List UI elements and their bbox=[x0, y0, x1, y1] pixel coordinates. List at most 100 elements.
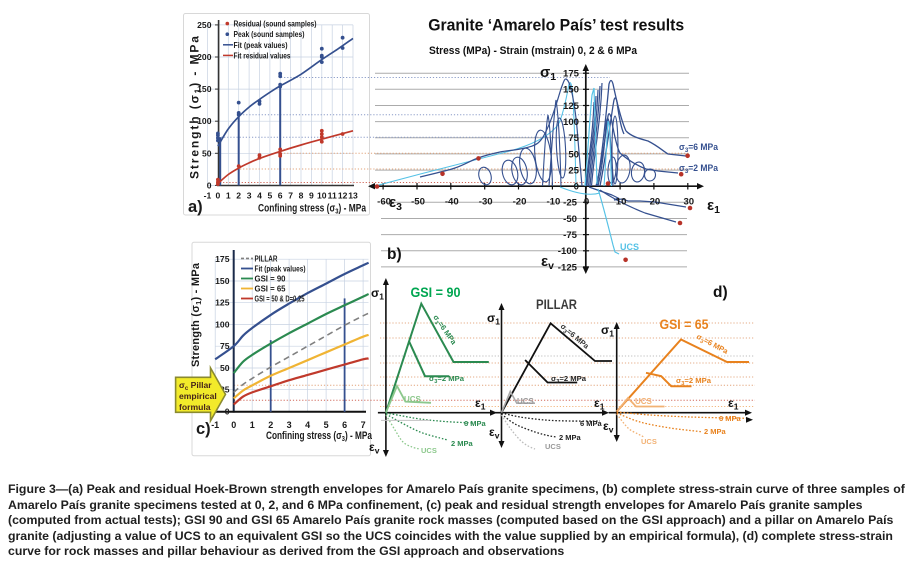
svg-text:200: 200 bbox=[197, 52, 212, 62]
svg-text:75: 75 bbox=[568, 133, 579, 144]
svg-text:Strength (σ1) - MPa: Strength (σ1) - MPa bbox=[190, 262, 203, 367]
svg-text:12: 12 bbox=[338, 191, 348, 201]
svg-text:0: 0 bbox=[225, 407, 230, 417]
svg-text:-10: -10 bbox=[546, 197, 560, 208]
svg-text:Confining stress (σ3) - MPa: Confining stress (σ3) - MPa bbox=[266, 430, 373, 443]
svg-text:σ3=6 MPa: σ3=6 MPa bbox=[430, 313, 459, 348]
svg-text:σ3=6 MPa: σ3=6 MPa bbox=[557, 322, 591, 353]
svg-text:εv: εv bbox=[541, 253, 554, 272]
svg-text:100: 100 bbox=[215, 320, 230, 330]
svg-text:2 MPa: 2 MPa bbox=[451, 439, 474, 448]
svg-text:UCS: UCS bbox=[421, 446, 437, 455]
svg-text:6 MPa: 6 MPa bbox=[719, 414, 742, 423]
svg-text:PILLAR: PILLAR bbox=[536, 297, 577, 312]
svg-text:Fit residual values: Fit residual values bbox=[234, 50, 291, 60]
svg-text:-25: -25 bbox=[563, 198, 578, 209]
svg-text:2 MPa: 2 MPa bbox=[559, 433, 582, 442]
svg-text:-75: -75 bbox=[563, 230, 578, 241]
svg-text:Strength (σ1) - MPa: Strength (σ1) - MPa bbox=[188, 36, 203, 179]
svg-text:0: 0 bbox=[216, 191, 221, 201]
svg-text:150: 150 bbox=[563, 85, 579, 96]
svg-text:2: 2 bbox=[236, 191, 241, 201]
svg-text:Stress (MPa) - Strain (mstrain: Stress (MPa) - Strain (mstrain) 0, 2 & 6… bbox=[429, 45, 638, 57]
svg-text:-40: -40 bbox=[445, 197, 459, 208]
svg-text:UCS: UCS bbox=[545, 442, 561, 451]
svg-text:c): c) bbox=[196, 420, 211, 438]
svg-text:ε1: ε1 bbox=[728, 396, 739, 412]
svg-text:Fit (peak values): Fit (peak values) bbox=[255, 264, 306, 273]
svg-text:150: 150 bbox=[197, 84, 212, 94]
svg-text:ε1: ε1 bbox=[707, 197, 720, 216]
svg-text:6 MPa: 6 MPa bbox=[464, 419, 487, 428]
svg-text:εv: εv bbox=[489, 425, 500, 441]
svg-text:7: 7 bbox=[361, 420, 366, 430]
svg-text:GSI = 90: GSI = 90 bbox=[255, 274, 287, 283]
svg-text:UCS: UCS bbox=[404, 395, 422, 404]
svg-text:σ1: σ1 bbox=[371, 286, 384, 302]
svg-text:b): b) bbox=[387, 246, 402, 263]
svg-text:9: 9 bbox=[309, 191, 314, 201]
svg-text:100: 100 bbox=[197, 116, 212, 126]
svg-text:175: 175 bbox=[215, 254, 230, 264]
svg-text:d): d) bbox=[713, 284, 728, 301]
svg-text:σ1: σ1 bbox=[540, 64, 556, 83]
svg-text:ε1: ε1 bbox=[594, 396, 605, 412]
svg-text:-50: -50 bbox=[411, 197, 425, 208]
svg-text:σ1: σ1 bbox=[601, 323, 614, 339]
svg-text:σ3=2 MPa: σ3=2 MPa bbox=[429, 374, 465, 385]
svg-text:11: 11 bbox=[328, 191, 337, 201]
svg-text:7: 7 bbox=[288, 191, 293, 201]
svg-text:Confining stress (σ3) - MPa: Confining stress (σ3) - MPa bbox=[258, 203, 367, 216]
svg-text:75: 75 bbox=[220, 341, 230, 351]
svg-text:10: 10 bbox=[317, 191, 327, 201]
svg-text:εv: εv bbox=[603, 419, 614, 435]
svg-text:4: 4 bbox=[257, 191, 262, 201]
svg-text:13: 13 bbox=[348, 191, 358, 201]
svg-text:σ3=2 MPa: σ3=2 MPa bbox=[676, 376, 712, 387]
svg-text:0: 0 bbox=[584, 197, 589, 208]
svg-text:GSI = 65: GSI = 65 bbox=[255, 284, 287, 293]
svg-text:50: 50 bbox=[568, 149, 579, 160]
svg-text:2 MPa: 2 MPa bbox=[704, 427, 727, 436]
svg-text:6: 6 bbox=[342, 420, 347, 430]
svg-text:1: 1 bbox=[250, 420, 255, 430]
svg-text:σ1: σ1 bbox=[487, 311, 500, 327]
svg-text:50: 50 bbox=[220, 363, 230, 373]
svg-text:50: 50 bbox=[202, 148, 212, 158]
svg-text:25: 25 bbox=[220, 385, 230, 395]
svg-text:-20: -20 bbox=[513, 197, 527, 208]
svg-text:125: 125 bbox=[563, 101, 580, 112]
svg-text:-1: -1 bbox=[204, 191, 212, 201]
svg-text:3: 3 bbox=[247, 191, 252, 201]
svg-text:1: 1 bbox=[226, 191, 231, 201]
svg-text:10: 10 bbox=[616, 197, 627, 208]
svg-text:30: 30 bbox=[683, 197, 694, 208]
svg-text:Peak (sound samples): Peak (sound samples) bbox=[234, 29, 305, 39]
svg-text:GSI = 50 & D=0,25: GSI = 50 & D=0,25 bbox=[255, 294, 305, 303]
svg-text:4: 4 bbox=[305, 420, 310, 430]
svg-text:125: 125 bbox=[215, 298, 230, 308]
svg-text:ε3: ε3 bbox=[389, 194, 402, 213]
svg-text:20: 20 bbox=[650, 197, 661, 208]
svg-text:-50: -50 bbox=[563, 214, 577, 225]
svg-text:250: 250 bbox=[197, 20, 212, 30]
svg-text:Fit (peak values): Fit (peak values) bbox=[234, 40, 288, 50]
svg-text:100: 100 bbox=[563, 117, 579, 128]
svg-text:a): a) bbox=[188, 198, 203, 216]
svg-text:PILLAR: PILLAR bbox=[255, 254, 278, 263]
svg-text:GSI = 90: GSI = 90 bbox=[411, 284, 461, 300]
svg-text:6 MPa: 6 MPa bbox=[580, 419, 603, 428]
svg-text:σ3=2 MPa: σ3=2 MPa bbox=[679, 163, 719, 175]
svg-text:8: 8 bbox=[299, 191, 304, 201]
svg-text:σ3=6 MPa: σ3=6 MPa bbox=[679, 142, 719, 154]
svg-text:25: 25 bbox=[568, 166, 579, 177]
svg-text:UCS: UCS bbox=[620, 242, 639, 252]
svg-text:2: 2 bbox=[268, 420, 273, 430]
svg-text:5: 5 bbox=[268, 191, 273, 201]
svg-text:0: 0 bbox=[207, 180, 212, 190]
svg-text:5: 5 bbox=[324, 420, 329, 430]
svg-text:ε1: ε1 bbox=[475, 396, 486, 412]
svg-text:empirical: empirical bbox=[179, 391, 217, 401]
svg-text:3: 3 bbox=[287, 420, 292, 430]
svg-text:-1: -1 bbox=[211, 420, 219, 430]
